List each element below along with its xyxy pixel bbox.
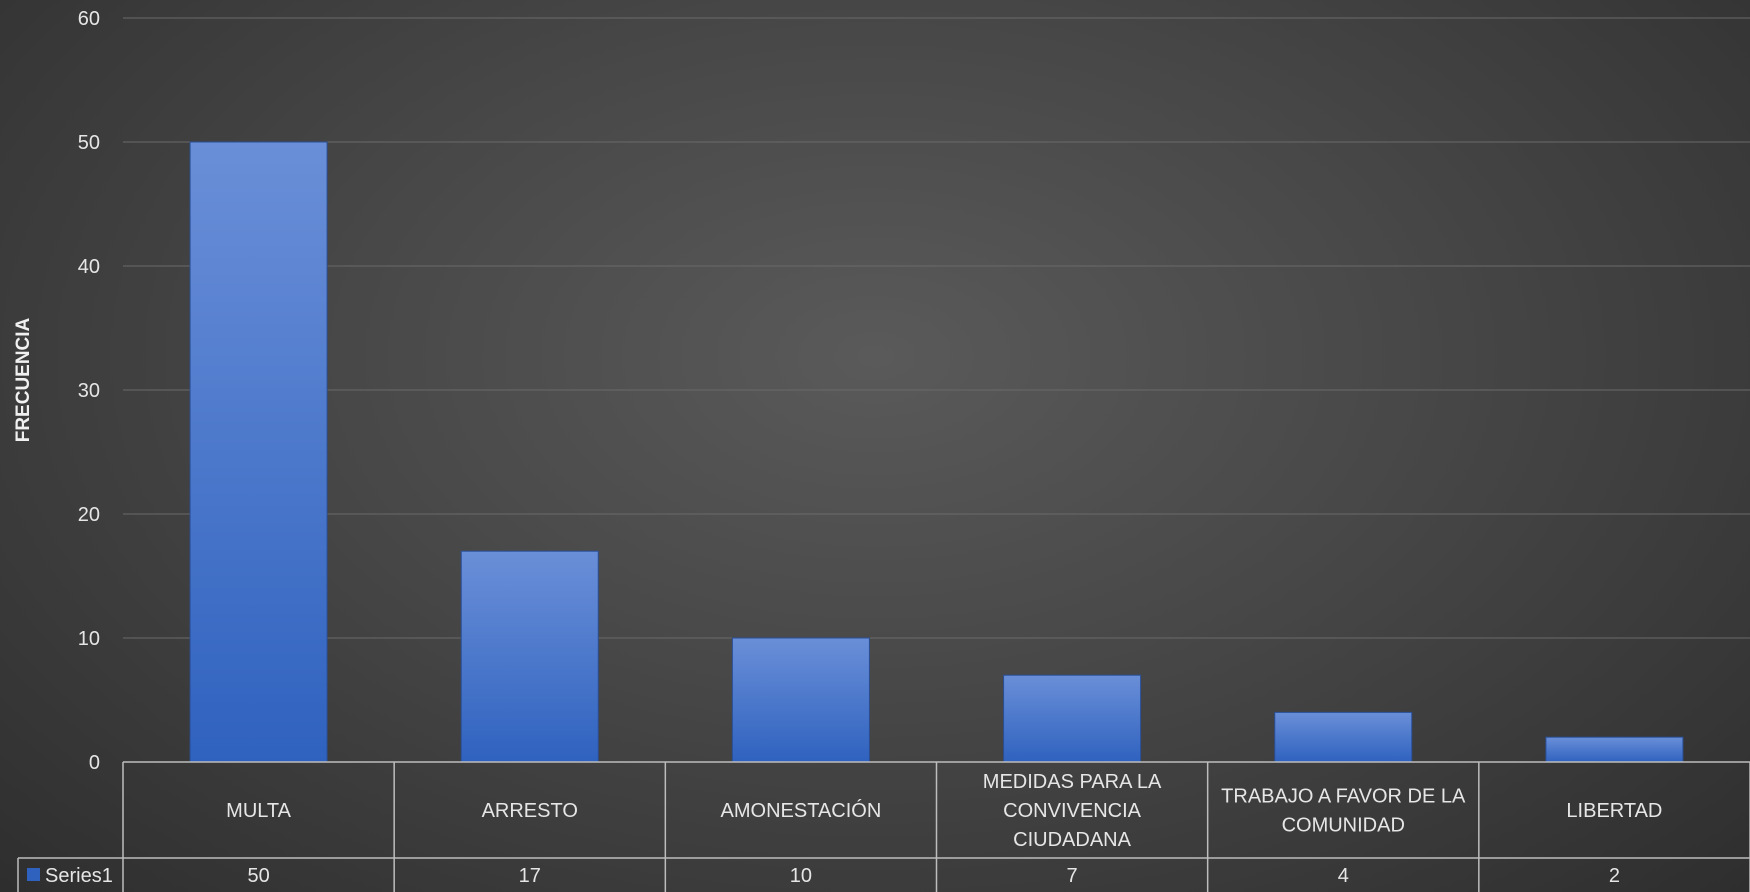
category-label: AMONESTACIÓN — [721, 799, 882, 822]
y-tick-label: 30 — [78, 380, 100, 402]
data-table-value: 2 — [1609, 865, 1620, 887]
y-tick-label: 50 — [78, 132, 100, 154]
y-tick-label: 0 — [89, 752, 100, 774]
legend-key — [27, 868, 40, 881]
data-table-value: 4 — [1338, 865, 1349, 887]
category-label: LIBERTAD — [1566, 800, 1662, 822]
y-tick-label: 60 — [78, 8, 100, 30]
category-label: MULTA — [226, 800, 291, 822]
bars — [189, 141, 1684, 763]
data-table-value: 17 — [519, 865, 541, 887]
bar — [1003, 674, 1142, 763]
category-label: CIUDADANA — [1013, 829, 1131, 851]
y-tick-label: 10 — [78, 628, 100, 650]
data-table: MULTA ARRESTO AMONESTACIÓN MEDIDAS PARA LA C… — [17, 761, 1750, 892]
category-label: TRABAJO A FAVOR DE LA — [1221, 786, 1466, 808]
bar — [1545, 736, 1684, 763]
bar — [189, 141, 328, 763]
y-tick-label: 40 — [78, 256, 100, 278]
data-table-value: 10 — [790, 865, 812, 887]
bar — [460, 550, 599, 763]
data-table-value: 50 — [247, 865, 269, 887]
y-axis-ticks: 0 10 20 30 40 50 60 — [78, 8, 100, 774]
legend-series-name: Series1 — [45, 865, 113, 887]
category-label: CONVIVENCIA — [1003, 800, 1141, 822]
y-axis-label: FRECUENCIA — [13, 317, 34, 442]
gridlines — [123, 17, 1750, 639]
category-label: COMUNIDAD — [1282, 815, 1405, 837]
bar — [1274, 711, 1413, 763]
y-tick-label: 20 — [78, 504, 100, 526]
bar — [731, 637, 870, 763]
category-label: ARRESTO — [482, 800, 578, 822]
data-table-value: 7 — [1067, 865, 1078, 887]
category-label: MEDIDAS PARA LA — [983, 771, 1162, 793]
